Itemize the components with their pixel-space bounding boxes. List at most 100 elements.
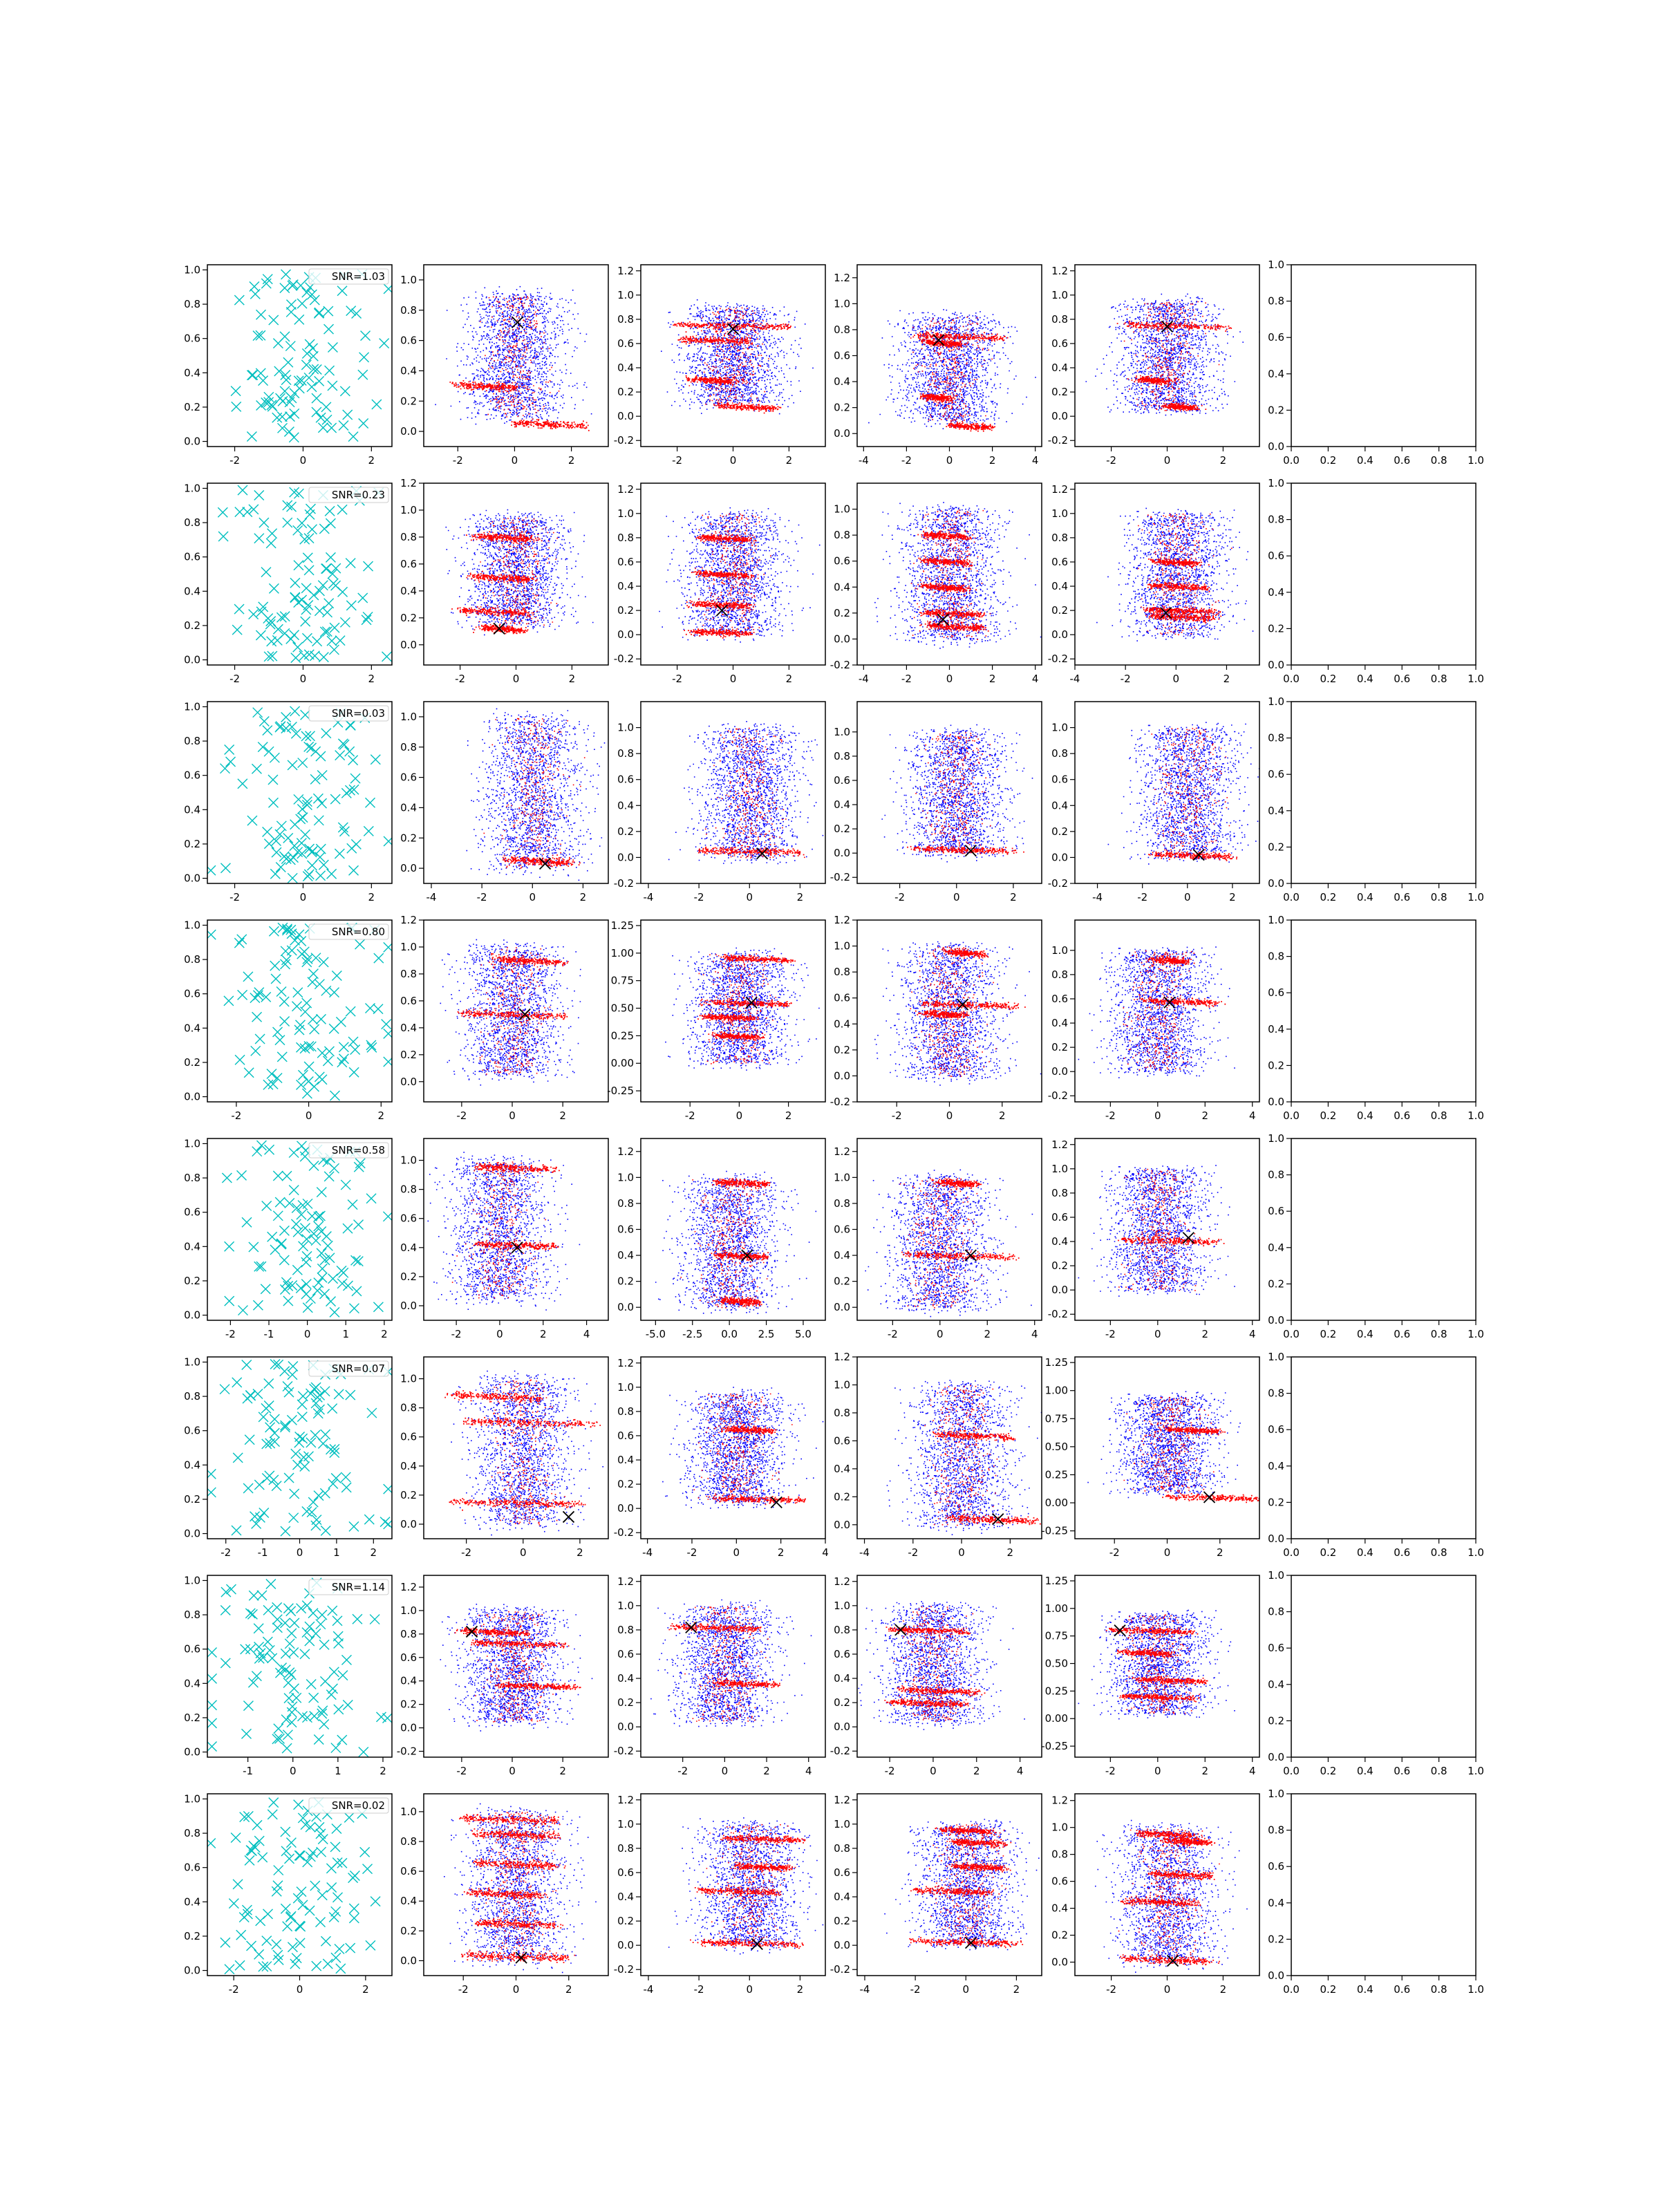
row8-col5-xtick-label: 2	[1220, 1983, 1227, 1996]
row8-col3-xtick-label: -4	[643, 1983, 653, 1996]
cyan-x-marker	[241, 1728, 252, 1739]
cyan-x-marker	[297, 948, 308, 959]
cyan-x-marker	[254, 1479, 265, 1490]
row8-col6-axes: 0.0 0.2 0.4 0.6 0.8 1.0 0.0 0.2 0.4 0.6 0.8 1.0	[1268, 1788, 1484, 1996]
row6-col5-blue-points	[1087, 1391, 1241, 1499]
row4-col5-xtick-label: 2	[1201, 1109, 1208, 1122]
row6-col3-axes: -4 -2 0 2 4 -0.2 0.0 0.2 0.4 0.6 0.8 1.0 1.2	[614, 1357, 829, 1559]
row3-col6-xtick-label: 0.4	[1357, 891, 1374, 903]
cyan-x-marker	[251, 763, 262, 774]
row8-col5-ytick-label: 0.2	[1051, 1929, 1068, 1942]
cyan-x-marker	[283, 1693, 294, 1704]
row1-col4-plot-area	[868, 309, 1036, 432]
cyan-x-marker	[256, 1140, 267, 1151]
row7-col3-xtick-label: 4	[805, 1765, 812, 1777]
row6-col4-axes: -4 -2 0 2 0.0 0.2 0.4 0.6 0.8 1.0 1.2	[834, 1351, 1013, 1559]
row3-col1-ytick-label: 0.6	[184, 769, 200, 782]
cyan-x-marker	[301, 800, 312, 811]
row2-col1-background	[207, 483, 392, 665]
row7-col5-ytick-label: 0.00	[1045, 1712, 1068, 1725]
row5-col3-plot-area	[655, 1170, 817, 1314]
row2-col5-ytick-label: 1.2	[1051, 483, 1068, 496]
cyan-x-marker	[263, 746, 274, 757]
cyan-x-marker	[274, 1733, 285, 1744]
cyan-x-marker	[327, 1403, 338, 1414]
cyan-x-marker	[261, 1961, 272, 1972]
row6-col4-ytick-label: 0.0	[834, 1519, 850, 1531]
cyan-x-marker	[358, 1747, 369, 1757]
cyan-x-marker	[297, 1900, 308, 1911]
cyan-x-marker	[272, 1949, 283, 1960]
row1-col1-ytick-label: 1.0	[184, 263, 200, 276]
cyan-x-marker	[224, 744, 235, 755]
cyan-x-marker	[319, 1255, 330, 1266]
cyan-x-marker	[256, 1261, 267, 1272]
row1-col6-xtick-label: 1.0	[1468, 454, 1484, 467]
cyan-x-marker	[268, 315, 279, 326]
cyan-x-marker	[267, 650, 278, 662]
row3-col1-axes: -2 0 2 0.0 0.2 0.4 0.6 0.8 1.0	[184, 700, 375, 903]
row2-col4-plot-area	[874, 502, 1042, 649]
row6-col5-panel: -2 0 2 -0.25 0.00 0.25 0.50 0.75 1.00 1.25	[1041, 1356, 1260, 1559]
row6-col4-ytick-label: 0.2	[834, 1490, 850, 1503]
cyan-x-marker	[329, 987, 340, 998]
cyan-x-marker	[311, 406, 322, 418]
row1-col3-blue-points	[661, 299, 814, 415]
row5-col5-xtick-label: 2	[1201, 1328, 1208, 1340]
row7-col1-ytick-label: 0.0	[184, 1746, 200, 1759]
row2-col1-panel: -2 0 2 0.0 0.2 0.4 0.6 0.8 1.0 SNR=0.23	[184, 482, 393, 685]
cyan-x-marker	[276, 1662, 288, 1674]
cyan-x-marker	[265, 538, 276, 549]
row1-col5-ytick-label: 1.2	[1051, 265, 1068, 277]
row3-col3-ytick-label: 0.4	[617, 799, 634, 812]
cyan-x-marker	[286, 1414, 297, 1425]
row2-col6-xtick-label: 0.8	[1431, 673, 1447, 685]
row3-col6-background	[1291, 702, 1476, 883]
row1-col3-ytick-label: 0.0	[617, 410, 634, 422]
cyan-x-marker	[294, 1437, 305, 1448]
row2-col2-axes: -2 0 2 0.0 0.2 0.4 0.6 0.8 1.0 1.2	[400, 477, 575, 685]
cyan-x-marker	[348, 1913, 359, 1924]
cyan-x-marker	[287, 1280, 298, 1291]
cyan-x-marker	[299, 1043, 310, 1054]
cyan-x-marker	[334, 1944, 345, 1955]
row1-col6-ytick-label: 0.0	[1268, 440, 1284, 453]
cyan-x-marker	[259, 1508, 270, 1519]
row5-col6-xtick-label: 0.0	[1283, 1328, 1300, 1340]
row6-col5-xtick-label: -2	[1109, 1546, 1120, 1559]
cyan-x-marker	[310, 1235, 321, 1246]
row3-col3-ytick-label: 1.0	[617, 722, 634, 734]
cyan-x-marker	[282, 1730, 293, 1741]
row6-col5-background	[1075, 1357, 1259, 1539]
row1-col2-ytick-label: 0.0	[400, 425, 417, 438]
cyan-x-marker	[314, 606, 325, 617]
legend-box	[308, 705, 389, 722]
cyan-x-marker	[317, 1272, 328, 1283]
row4-col5-axes: -2 0 2 4 -0.2 0.0 0.2 0.4 0.6 0.8 1.0	[1048, 944, 1256, 1122]
cyan-x-marker	[315, 852, 326, 863]
row2-col4-xtick-label: 4	[1032, 673, 1039, 685]
cyan-x-marker	[319, 1386, 330, 1397]
row6-col4-plot-area	[886, 1380, 1042, 1535]
row5-col4-ytick-label: 0.4	[834, 1249, 850, 1262]
row3-col5-blue-points	[1107, 722, 1259, 865]
row5-col5-axes: -2 0 2 4 -0.2 0.0 0.2 0.4 0.6 0.8 1.0 1.2	[1048, 1138, 1256, 1340]
row2-col3-ytick-label: -0.2	[614, 653, 634, 665]
row1-col3-ytick-label: 1.0	[617, 289, 634, 301]
row5-col6-xtick-label: 1.0	[1468, 1328, 1484, 1340]
row3-col6-ytick-label: 0.6	[1268, 768, 1284, 780]
cyan-x-marker	[254, 1949, 265, 1960]
row2-col3-axes: -2 0 2 -0.2 0.0 0.2 0.4 0.6 0.8 1.0 1.2	[614, 483, 792, 685]
cyan-x-marker	[234, 603, 245, 615]
row4-col3-xtick-label: 2	[785, 1109, 792, 1122]
row1-col5-axes: -2 0 2 -0.2 0.0 0.2 0.4 0.6 0.8 1.0 1.2	[1048, 265, 1226, 467]
row6-col1-xtick-label: -1	[258, 1546, 268, 1559]
row2-col6-ytick-label: 0.6	[1268, 550, 1284, 562]
row1-col1-background	[207, 265, 392, 447]
row5-col6-ytick-label: 0.2	[1268, 1277, 1284, 1290]
row2-col1-plot-area	[217, 485, 392, 664]
cyan-x-marker	[269, 1414, 280, 1425]
cyan-x-marker	[237, 989, 248, 1000]
cyan-x-marker	[353, 1161, 364, 1172]
cyan-x-marker	[292, 525, 303, 536]
